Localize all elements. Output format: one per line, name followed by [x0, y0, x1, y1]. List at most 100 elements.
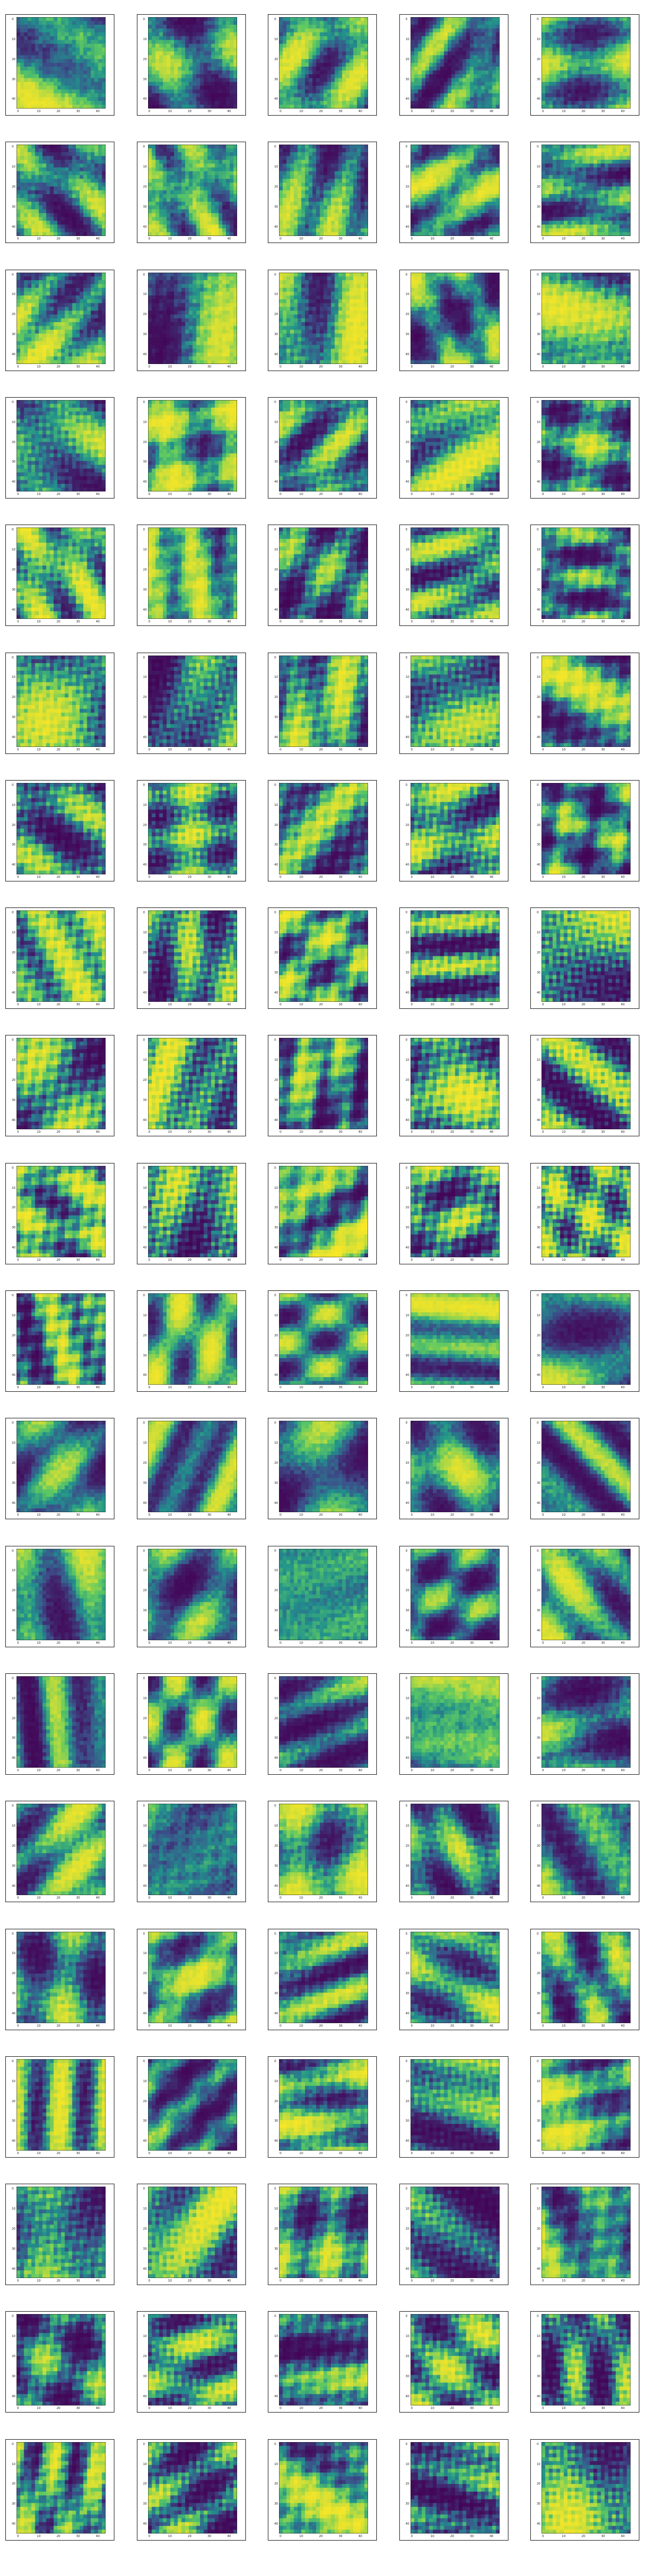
heatmap-cell: [27, 28, 32, 33]
heatmap-cell: [72, 81, 77, 86]
heatmap-cell: [279, 17, 283, 21]
heatmap-cell: [101, 198, 106, 202]
heatmap-cell: [50, 66, 54, 71]
heatmap-cell: [57, 47, 61, 52]
heatmap-cell: [185, 156, 189, 160]
heatmap-cell: [308, 32, 313, 37]
heatmap-cell: [465, 74, 470, 78]
heatmap-cell: [24, 190, 28, 195]
heatmap-cell: [181, 51, 185, 55]
heatmap-cell: [162, 97, 167, 101]
heatmap-cell: [410, 104, 415, 109]
heatmap-cell: [170, 213, 174, 218]
heatmap-cell: [207, 74, 211, 78]
heatmap-cell: [425, 21, 429, 25]
heatmap-cell: [27, 213, 32, 218]
heatmap-cell: [27, 160, 32, 164]
heatmap-cell: [353, 51, 357, 55]
heatmap-cell: [589, 97, 594, 101]
heatmap-cell: [357, 32, 361, 37]
heatmap-cell: [331, 40, 335, 44]
heatmap-cell: [17, 160, 21, 164]
heatmap-cell: [185, 28, 189, 33]
heatmap-cell: [170, 32, 174, 37]
heatmap-cell: [436, 175, 441, 179]
heatmap-cell: [360, 47, 365, 52]
heatmap-cell: [342, 160, 346, 164]
heatmap-cell: [413, 97, 418, 101]
heatmap-cell: [623, 70, 628, 75]
heatmap-cell: [364, 104, 368, 109]
heatmap-cell: [214, 55, 219, 60]
heatmap-cell: [428, 163, 433, 168]
heatmap-cell: [173, 228, 178, 233]
heatmap-cell: [64, 93, 69, 98]
heatmap-cell: [597, 81, 602, 86]
heatmap-cell: [57, 55, 61, 60]
heatmap-cell: [447, 182, 452, 187]
x-tick-label: 20: [188, 110, 191, 113]
heatmap-cell: [477, 66, 481, 71]
heatmap-cell: [151, 78, 156, 83]
heatmap-cell: [203, 21, 208, 25]
heatmap-cell: [481, 66, 485, 71]
heatmap-cell: [491, 81, 496, 86]
heatmap-cell: [188, 194, 193, 199]
heatmap-cell: [357, 44, 361, 48]
heatmap-cell: [279, 63, 283, 67]
heatmap-cell: [151, 213, 156, 218]
heatmap-cell: [334, 205, 339, 210]
heatmap-cell: [177, 89, 182, 94]
heatmap-cell: [207, 156, 211, 160]
heatmap-cell: [444, 74, 448, 78]
heatmap-cell: [17, 51, 21, 55]
heatmap-cell: [305, 63, 309, 67]
heatmap-cell: [410, 59, 415, 63]
heatmap-cell: [349, 97, 354, 101]
heatmap-cell: [597, 59, 602, 63]
heatmap-cell: [233, 93, 237, 98]
heatmap-cell: [575, 66, 579, 71]
heatmap-cell: [428, 51, 433, 55]
heatmap-cell: [83, 36, 87, 41]
heatmap-cell: [214, 209, 219, 214]
heatmap-cell: [619, 93, 623, 98]
heatmap-cell: [72, 205, 77, 210]
heatmap-cell: [222, 213, 227, 218]
heatmap-cell: [279, 55, 283, 60]
heatmap-cell: [578, 59, 583, 63]
heatmap-cell: [418, 104, 422, 109]
heatmap-cell: [458, 160, 462, 164]
heatmap-cell: [155, 21, 159, 25]
heatmap-cell: [162, 28, 167, 33]
heatmap-cell: [24, 66, 28, 71]
heatmap-cell: [199, 36, 204, 41]
heatmap-cell: [364, 51, 368, 55]
heatmap-cell: [451, 51, 455, 55]
heatmap-cell: [283, 190, 287, 195]
heatmap-cell: [199, 182, 204, 187]
heatmap-cell: [83, 97, 87, 101]
heatmap-cell: [477, 55, 481, 60]
heatmap-cell: [79, 78, 84, 83]
heatmap-cell: [279, 198, 283, 202]
heatmap-cell: [495, 89, 500, 94]
heatmap-cell: [20, 47, 24, 52]
heatmap-cell: [484, 47, 489, 52]
heatmap-cell: [279, 101, 283, 105]
heatmap-cell: [98, 160, 103, 164]
heatmap-cell: [159, 182, 163, 187]
heatmap-cell: [151, 175, 156, 179]
heatmap-cell: [162, 205, 167, 210]
heatmap-cell: [612, 104, 616, 109]
heatmap-cell: [283, 81, 287, 86]
heatmap-cell: [552, 63, 557, 67]
heatmap-cell: [334, 55, 339, 60]
heatmap-cell: [38, 190, 43, 195]
heatmap-cell: [64, 213, 69, 218]
heatmap-cell: [294, 224, 298, 229]
heatmap-cell: [211, 168, 215, 172]
heatmap-cell: [541, 93, 546, 98]
heatmap-cell: [418, 78, 422, 83]
heatmap-cell: [428, 81, 433, 86]
